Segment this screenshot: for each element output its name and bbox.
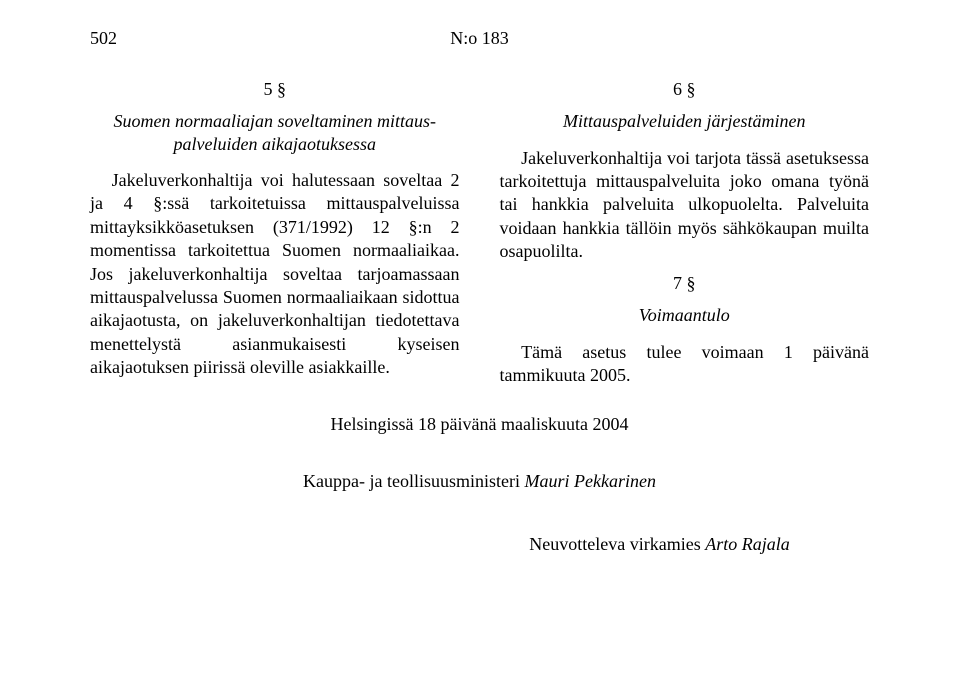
date-line: Helsingissä 18 päivänä maaliskuuta 2004 [90,414,869,435]
page-number: 502 [90,28,130,49]
section-6-title: Mittauspalveluiden järjestäminen [500,110,870,133]
section-7-paragraph: Tämä asetus tulee voimaan 1 päivänä tamm… [500,341,870,388]
minister-name: Mauri Pekkarinen [525,471,656,491]
two-column-layout: 5 § Suomen normaaliajan soveltaminen mit… [90,73,869,388]
assistant-signature: Neuvotteleva virkamies Arto Rajala [450,534,869,555]
section-7-title: Voimaantulo [500,304,870,327]
section-6-paragraph: Jakeluverkonhaltija voi tarjota tässä as… [500,147,870,264]
assistant-prefix: Neuvotteleva virkamies [529,534,705,554]
section-5-title: Suomen normaaliajan soveltaminen mittaus… [90,110,460,155]
minister-prefix: Kauppa- ja teollisuusministeri [303,471,524,491]
minister-signature: Kauppa- ja teollisuusministeri Mauri Pek… [90,471,869,492]
section-5-number: 5 § [90,79,460,100]
section-7-number: 7 § [500,273,870,294]
document-page: 502 N:o 183 5 § Suomen normaaliajan sove… [0,0,959,555]
page-header: 502 N:o 183 [90,28,869,49]
section-5-paragraph: Jakeluverkonhaltija voi halutessaan sove… [90,169,460,380]
left-column: 5 § Suomen normaaliajan soveltaminen mit… [90,73,460,388]
right-column: 6 § Mittauspalveluiden järjestäminen Jak… [500,73,870,388]
assistant-name: Arto Rajala [705,534,790,554]
section-6-number: 6 § [500,79,870,100]
header-spacer [829,28,869,49]
document-number: N:o 183 [130,28,829,49]
